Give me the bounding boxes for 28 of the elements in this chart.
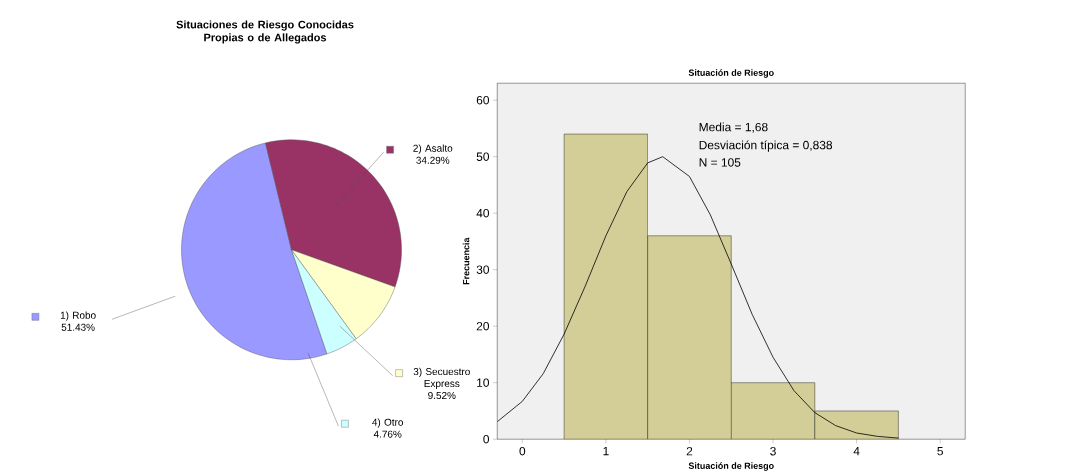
data-label: 4.76%: [373, 430, 402, 438]
data-label: 34.29%: [416, 156, 450, 164]
legend-label: 3) Secuestro Express: [413, 367, 470, 390]
annotation: N = 105: [699, 158, 741, 167]
chart-title: Situación de Riesgo: [688, 69, 774, 78]
y-tick-label: 10: [477, 378, 490, 387]
annotation: Media = 1,68: [699, 122, 768, 133]
y-tick-label: 0: [483, 434, 490, 444]
x-tick-label: 1: [603, 446, 609, 456]
legend-label: 4) Otro: [372, 418, 404, 428]
data-label: 51.43%: [61, 323, 95, 331]
y-tick-label: 50: [476, 152, 490, 161]
x-tick-label: 5: [937, 446, 943, 456]
y-axis-title: Frecuencia: [462, 237, 470, 285]
x-tick-label: 3: [770, 446, 776, 456]
y-tick-label: 20: [476, 321, 490, 331]
legend-label: 1) Robo: [60, 311, 96, 321]
x-tick-label: 4: [853, 446, 860, 456]
y-tick-label: 30: [476, 265, 490, 274]
legend-label: 2) Asalto: [413, 144, 453, 154]
y-tick-label: 40: [476, 208, 490, 218]
annotation: Desviación típica = 0,838: [699, 140, 833, 152]
x-axis-title: Situación de Riesgo: [688, 462, 774, 471]
data-label: 9.52%: [428, 391, 456, 400]
x-tick-label: 0: [519, 446, 526, 456]
y-tick-label: 60: [476, 95, 490, 105]
chart-title: Situaciones de Riesgo Conocidas Propias o de Allegados: [176, 20, 354, 44]
x-tick-label: 2: [686, 446, 693, 456]
